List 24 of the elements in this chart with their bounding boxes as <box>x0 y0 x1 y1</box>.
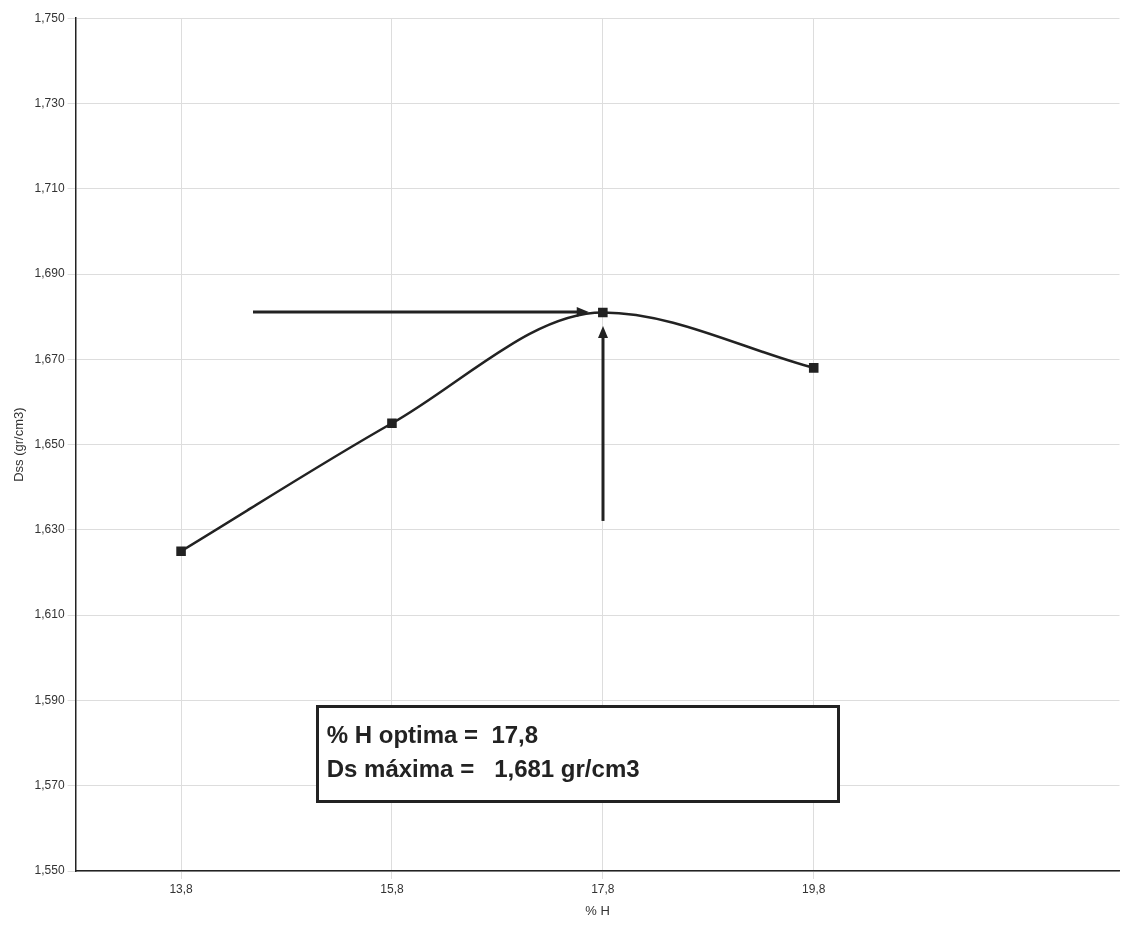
annotation: Ds máxima = 1,681 gr/cm3 <box>326 753 641 784</box>
y-tick-label: 1,750 <box>34 10 65 25</box>
point <box>176 546 186 556</box>
x-tick-label: 19,8 <box>802 881 826 896</box>
point <box>808 363 819 373</box>
y-tick-label: 1,690 <box>34 266 65 281</box>
y-tick-label: 1,710 <box>34 181 65 196</box>
point <box>598 307 608 318</box>
y-tick-label: 1,590 <box>34 692 65 707</box>
y-axis-title: Dss (gr/cm3) <box>11 407 27 482</box>
y-tick-label: 1,730 <box>34 95 65 110</box>
x-tick-label: 17,8 <box>591 881 615 896</box>
y-tick-label: 1,570 <box>34 778 65 793</box>
y-tick-label: 1,670 <box>34 351 65 366</box>
y-tick-label: 1,630 <box>34 522 65 537</box>
note-box: % H optima = 17,8 Ds máxima = 1,681 gr/cm3 <box>315 704 840 803</box>
annotation: % H optima = 17,8 <box>326 719 540 750</box>
y-tick-label: 1,610 <box>34 607 65 622</box>
x-tick-label: 15,8 <box>380 881 404 896</box>
y-tick-label: 1,650 <box>34 436 65 451</box>
y-tick-label: 1,550 <box>34 863 65 878</box>
x-axis-title: % H <box>585 902 610 918</box>
point <box>387 418 397 429</box>
x-tick-label: 13,8 <box>169 881 194 896</box>
